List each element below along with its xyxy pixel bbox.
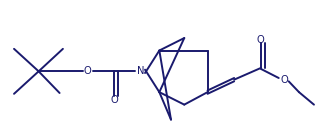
Text: O: O xyxy=(257,35,265,45)
Text: O: O xyxy=(110,95,118,105)
Text: O: O xyxy=(280,75,288,85)
Text: N: N xyxy=(137,66,144,76)
Text: O: O xyxy=(84,66,92,76)
